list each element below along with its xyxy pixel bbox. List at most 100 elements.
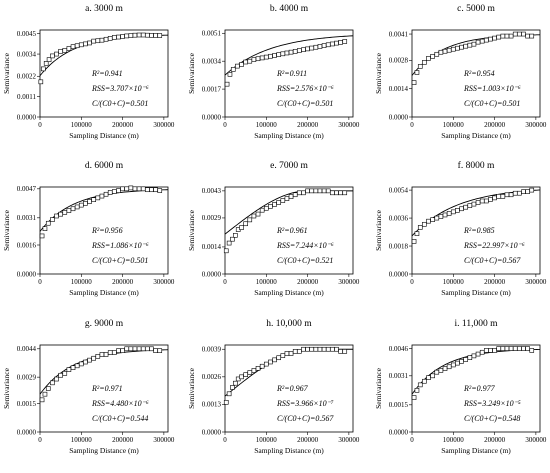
data-point <box>496 194 502 199</box>
panel-title: i. 11,000 m <box>455 319 499 329</box>
panel-title: c. 5000 m <box>457 4 495 14</box>
data-point <box>62 48 68 53</box>
rss-label: RSS=22.997×10⁻⁶ <box>463 241 525 250</box>
data-point <box>301 346 306 352</box>
data-point <box>334 190 339 196</box>
data-point <box>504 192 510 198</box>
data-point <box>500 194 506 199</box>
data-point <box>70 206 76 212</box>
data-point <box>422 221 427 227</box>
data-point <box>136 186 142 192</box>
data-point <box>116 34 121 40</box>
data-point <box>284 351 290 356</box>
x-axis-title: Sampling Distance (m) <box>441 288 511 297</box>
data-point <box>230 236 235 242</box>
data-point <box>467 42 473 48</box>
data-point <box>145 32 150 38</box>
data-point <box>78 202 84 208</box>
data-point <box>226 391 232 397</box>
data-point <box>70 44 76 49</box>
data-point <box>99 193 105 199</box>
data-point <box>342 39 348 44</box>
plot-frame <box>39 186 169 275</box>
data-point <box>70 365 76 370</box>
data-point <box>243 372 248 378</box>
data-point <box>145 187 150 193</box>
data-point <box>463 357 468 362</box>
y-axis-title: Semivariance <box>374 209 383 250</box>
data-point <box>128 346 134 352</box>
plot-frame <box>224 344 354 433</box>
panel-title: f. 8000 m <box>458 160 495 171</box>
data-point <box>309 45 315 51</box>
data-point <box>103 191 109 197</box>
data-point <box>434 369 440 375</box>
data-point <box>99 352 105 357</box>
data-point <box>459 359 464 364</box>
data-point <box>157 188 163 193</box>
y-axis-title: Semivariance <box>2 367 11 408</box>
data-point <box>91 355 96 361</box>
data-point <box>74 204 80 210</box>
y-tick-label: 0.0028 <box>389 57 409 65</box>
data-point <box>459 44 464 50</box>
y-tick-label: 0.0031 <box>389 372 409 380</box>
data-point <box>446 47 452 53</box>
data-point <box>145 346 150 352</box>
data-point <box>107 36 113 41</box>
data-point <box>58 211 63 217</box>
data-point <box>492 35 497 41</box>
data-point <box>517 190 522 196</box>
data-point <box>459 206 464 212</box>
data-point <box>434 215 440 221</box>
ratio-label: C/(C0+C)=0.501 <box>92 99 148 108</box>
data-point <box>247 58 253 64</box>
data-point <box>268 53 273 59</box>
data-point <box>529 187 535 193</box>
data-point <box>411 395 417 400</box>
x-tick-label: 0 <box>410 436 414 444</box>
data-point <box>107 350 113 355</box>
rss-label: RSS=3.966×10⁻⁷ <box>276 399 334 408</box>
data-point <box>41 66 46 72</box>
data-point <box>484 348 489 353</box>
data-point <box>305 188 310 194</box>
data-point <box>450 46 456 52</box>
y-tick-label: 0.0016 <box>17 241 37 249</box>
data-point <box>243 221 248 227</box>
y-tick-label: 0.0022 <box>17 73 37 81</box>
data-point <box>227 72 233 77</box>
x-tick-label: 0 <box>38 121 42 129</box>
y-tick-label: 0.0000 <box>17 428 37 436</box>
data-point <box>272 202 277 207</box>
data-point <box>471 201 477 207</box>
data-point <box>496 34 502 40</box>
panel-title: e. 7000 m <box>270 161 308 171</box>
data-point <box>280 353 286 358</box>
data-point <box>112 189 117 194</box>
data-point <box>288 351 294 356</box>
data-point <box>132 346 138 352</box>
data-point <box>54 376 59 382</box>
data-point <box>276 52 281 57</box>
data-point <box>411 80 417 85</box>
x-tick-label: 0 <box>223 121 227 129</box>
data-point <box>276 200 281 205</box>
plot-frame <box>39 344 169 433</box>
data-point <box>292 349 298 354</box>
data-point <box>438 214 444 219</box>
plot-frame <box>224 29 354 118</box>
y-tick-label: 0.0043 <box>202 187 222 195</box>
x-tick-label: 0 <box>223 278 227 286</box>
chart-panel: c. 5000 m 0.0000 0.0014 0.0028 0.0041 0 100000… <box>374 4 547 140</box>
chart-panel: b. 4000 m 0.0000 0.0017 0.0034 0.0051 0 100000… <box>187 4 360 140</box>
data-point <box>120 186 125 192</box>
y-tick-label: 0.0044 <box>17 345 37 353</box>
y-tick-label: 0.0015 <box>17 400 37 408</box>
data-point <box>224 81 230 87</box>
data-point <box>414 231 420 236</box>
data-point <box>136 32 142 38</box>
y-tick-label: 0.0029 <box>202 214 222 222</box>
data-point <box>124 186 130 192</box>
y-tick-label: 0.0054 <box>389 186 409 194</box>
